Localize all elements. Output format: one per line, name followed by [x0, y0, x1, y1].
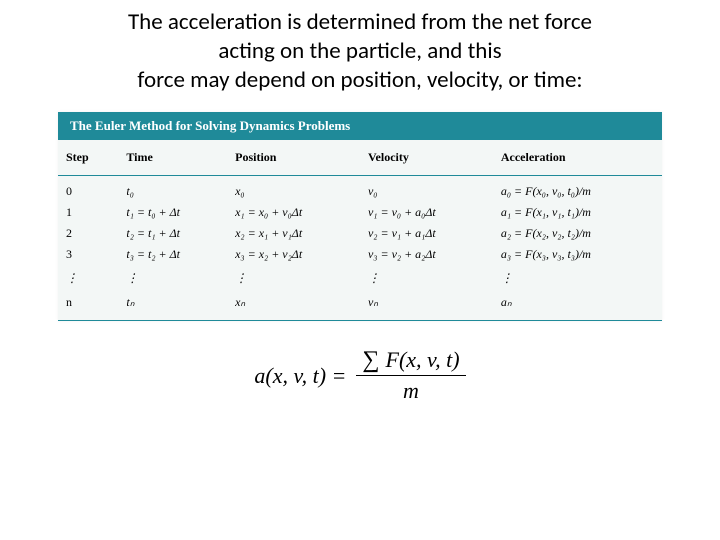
cell-time: t₂ = t₁ + Δt: [118, 223, 227, 244]
table-row: 2 t₂ = t₁ + Δt x₂ = x₁ + v₁Δt v₂ = v₁ + …: [58, 223, 662, 244]
formula-fraction: ∑ F(x, v, t) m: [356, 347, 465, 404]
cell-time: t₁ = t₀ + Δt: [118, 202, 227, 223]
cell-acceleration: a₁ = F(x₁, v₁, t₁)/m: [493, 202, 662, 223]
heading-line-1: The acceleration is determined from the …: [128, 8, 592, 36]
th-acceleration: Acceleration: [493, 140, 662, 176]
table-row: 1 t₁ = t₀ + Δt x₁ = x₀ + v₀Δt v₁ = v₀ + …: [58, 202, 662, 223]
cell-time: t₀: [118, 176, 227, 203]
ellipsis: ⋮: [227, 265, 360, 292]
cell-acceleration: a₀ = F(x₀, v₀, t₀)/m: [493, 176, 662, 203]
table-row-ellipsis: ⋮ ⋮ ⋮ ⋮ ⋮: [58, 265, 662, 292]
cell-position: xₙ: [227, 292, 360, 320]
formula-num-rest: F(x, v, t): [386, 347, 460, 373]
th-step: Step: [58, 140, 118, 176]
cell-acceleration: aₙ: [493, 292, 662, 320]
euler-table-wrap: The Euler Method for Solving Dynamics Pr…: [58, 112, 662, 321]
table-bottom-rule: [58, 320, 662, 321]
cell-velocity: vₙ: [360, 292, 493, 320]
cell-time: t₃ = t₂ + Δt: [118, 244, 227, 265]
ellipsis: ⋮: [58, 265, 118, 292]
formula-numerator: ∑ F(x, v, t): [356, 347, 465, 376]
table-title-bar: The Euler Method for Solving Dynamics Pr…: [58, 112, 662, 140]
cell-position: x₂ = x₁ + v₁Δt: [227, 223, 360, 244]
euler-table: Step Time Position Velocity Acceleration…: [58, 140, 662, 320]
ellipsis: ⋮: [493, 265, 662, 292]
cell-position: x₀: [227, 176, 360, 203]
cell-position: x₃ = x₂ + v₂Δt: [227, 244, 360, 265]
cell-velocity: v₁ = v₀ + a₀Δt: [360, 202, 493, 223]
cell-position: x₁ = x₀ + v₀Δt: [227, 202, 360, 223]
formula-denominator: m: [403, 376, 419, 404]
acceleration-formula: a(x, v, t) = ∑ F(x, v, t) m: [40, 347, 680, 404]
cell-step: 2: [58, 223, 118, 244]
cell-acceleration: a₂ = F(x₂, v₂, t₂)/m: [493, 223, 662, 244]
th-time: Time: [118, 140, 227, 176]
cell-velocity: v₂ = v₁ + a₁Δt: [360, 223, 493, 244]
th-velocity: Velocity: [360, 140, 493, 176]
table-row: 3 t₃ = t₂ + Δt x₃ = x₂ + v₂Δt v₃ = v₂ + …: [58, 244, 662, 265]
table-row-final: n tₙ xₙ vₙ aₙ: [58, 292, 662, 320]
formula-lhs: a(x, v, t) =: [254, 363, 346, 389]
table-title: The Euler Method for Solving Dynamics Pr…: [70, 118, 350, 133]
heading: The acceleration is determined from the …: [60, 8, 660, 94]
cell-velocity: v₃ = v₂ + a₂Δt: [360, 244, 493, 265]
slide: The acceleration is determined from the …: [0, 0, 720, 540]
sigma-icon: ∑: [362, 348, 379, 372]
table-row: 0 t₀ x₀ v₀ a₀ = F(x₀, v₀, t₀)/m: [58, 176, 662, 203]
th-position: Position: [227, 140, 360, 176]
cell-velocity: v₀: [360, 176, 493, 203]
heading-line-2: acting on the particle, and this: [218, 37, 501, 65]
cell-time: tₙ: [118, 292, 227, 320]
cell-step: 3: [58, 244, 118, 265]
cell-step: n: [58, 292, 118, 320]
cell-acceleration: a₃ = F(x₃, v₃, t₃)/m: [493, 244, 662, 265]
heading-line-3: force may depend on position, velocity, …: [137, 66, 582, 94]
ellipsis: ⋮: [118, 265, 227, 292]
ellipsis: ⋮: [360, 265, 493, 292]
cell-step: 1: [58, 202, 118, 223]
table-header-row: Step Time Position Velocity Acceleration: [58, 140, 662, 176]
cell-step: 0: [58, 176, 118, 203]
